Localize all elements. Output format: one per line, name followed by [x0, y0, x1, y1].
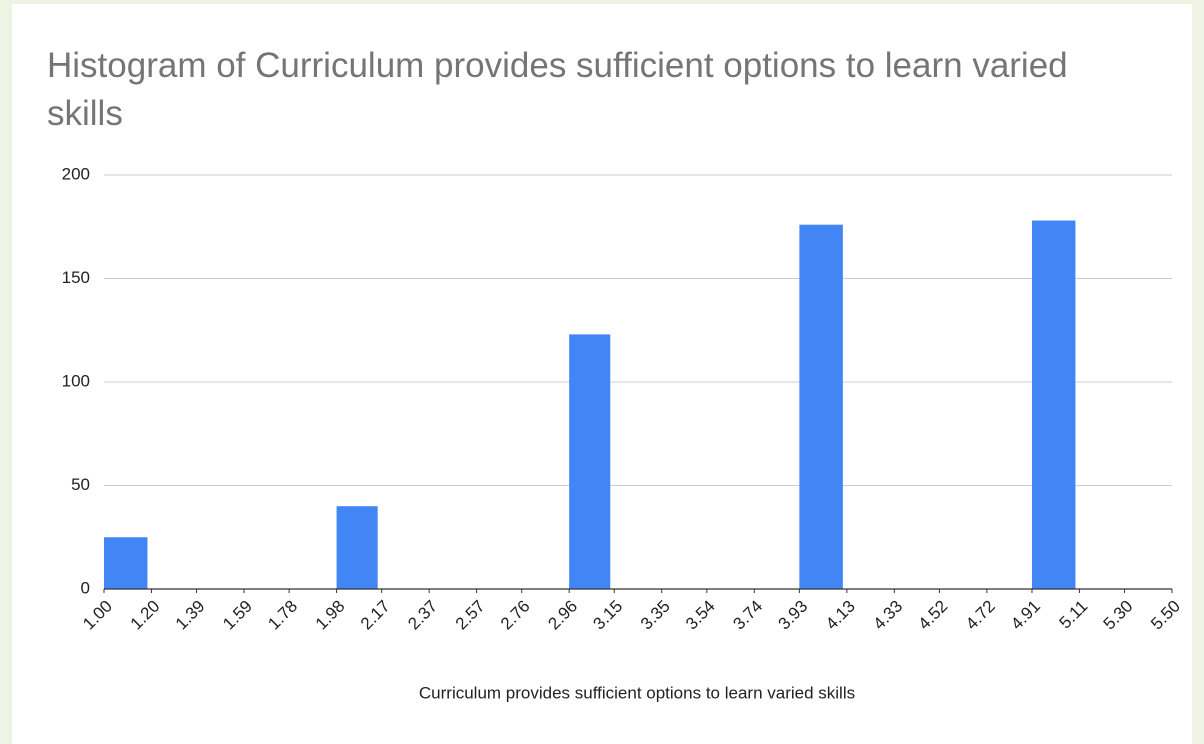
y-tick-label: 50 [71, 475, 90, 494]
x-tick-label: 2.57 [452, 597, 489, 634]
x-tick-label: 1.20 [127, 597, 164, 634]
x-tick-label: 4.52 [915, 597, 952, 634]
x-tick-label: 3.74 [729, 597, 766, 634]
bar [569, 334, 611, 589]
x-tick-label: 4.33 [869, 597, 906, 634]
y-tick-label: 0 [81, 578, 90, 597]
x-tick-label: 1.78 [264, 597, 301, 634]
y-tick-label: 100 [62, 371, 90, 390]
x-tick-label: 2.17 [357, 597, 394, 634]
x-tick-label: 2.96 [544, 597, 581, 634]
x-tick-label: 4.72 [962, 597, 999, 634]
bar [336, 506, 378, 589]
x-axis-label: Curriculum provides sufficient options t… [419, 683, 855, 702]
x-tick-label: 2.37 [404, 597, 441, 634]
bar [799, 224, 843, 589]
chart-title: Histogram of Curriculum provides suffici… [47, 46, 1068, 133]
y-tick-label: 200 [62, 164, 90, 183]
x-tick-label: 4.91 [1007, 597, 1044, 634]
x-tick-label: 1.39 [172, 597, 209, 634]
x-tick-label: 5.50 [1147, 597, 1184, 634]
bar [1031, 220, 1076, 590]
x-tick-label: 3.35 [637, 597, 674, 634]
x-tick-label: 2.76 [497, 597, 534, 634]
x-tick-label: 3.93 [775, 597, 812, 634]
x-tick-label: 1.59 [219, 597, 256, 634]
x-tick-label: 5.11 [1055, 597, 1091, 633]
x-tick-label: 5.30 [1100, 597, 1137, 634]
bar [104, 537, 148, 589]
y-tick-label: 150 [62, 268, 90, 287]
x-tick-label: 4.13 [822, 597, 859, 634]
x-tick-label: 3.15 [589, 597, 626, 634]
x-tick-label: 3.54 [682, 597, 719, 634]
x-tick-label: 1.00 [79, 597, 116, 634]
x-tick-label: 1.98 [312, 597, 349, 634]
